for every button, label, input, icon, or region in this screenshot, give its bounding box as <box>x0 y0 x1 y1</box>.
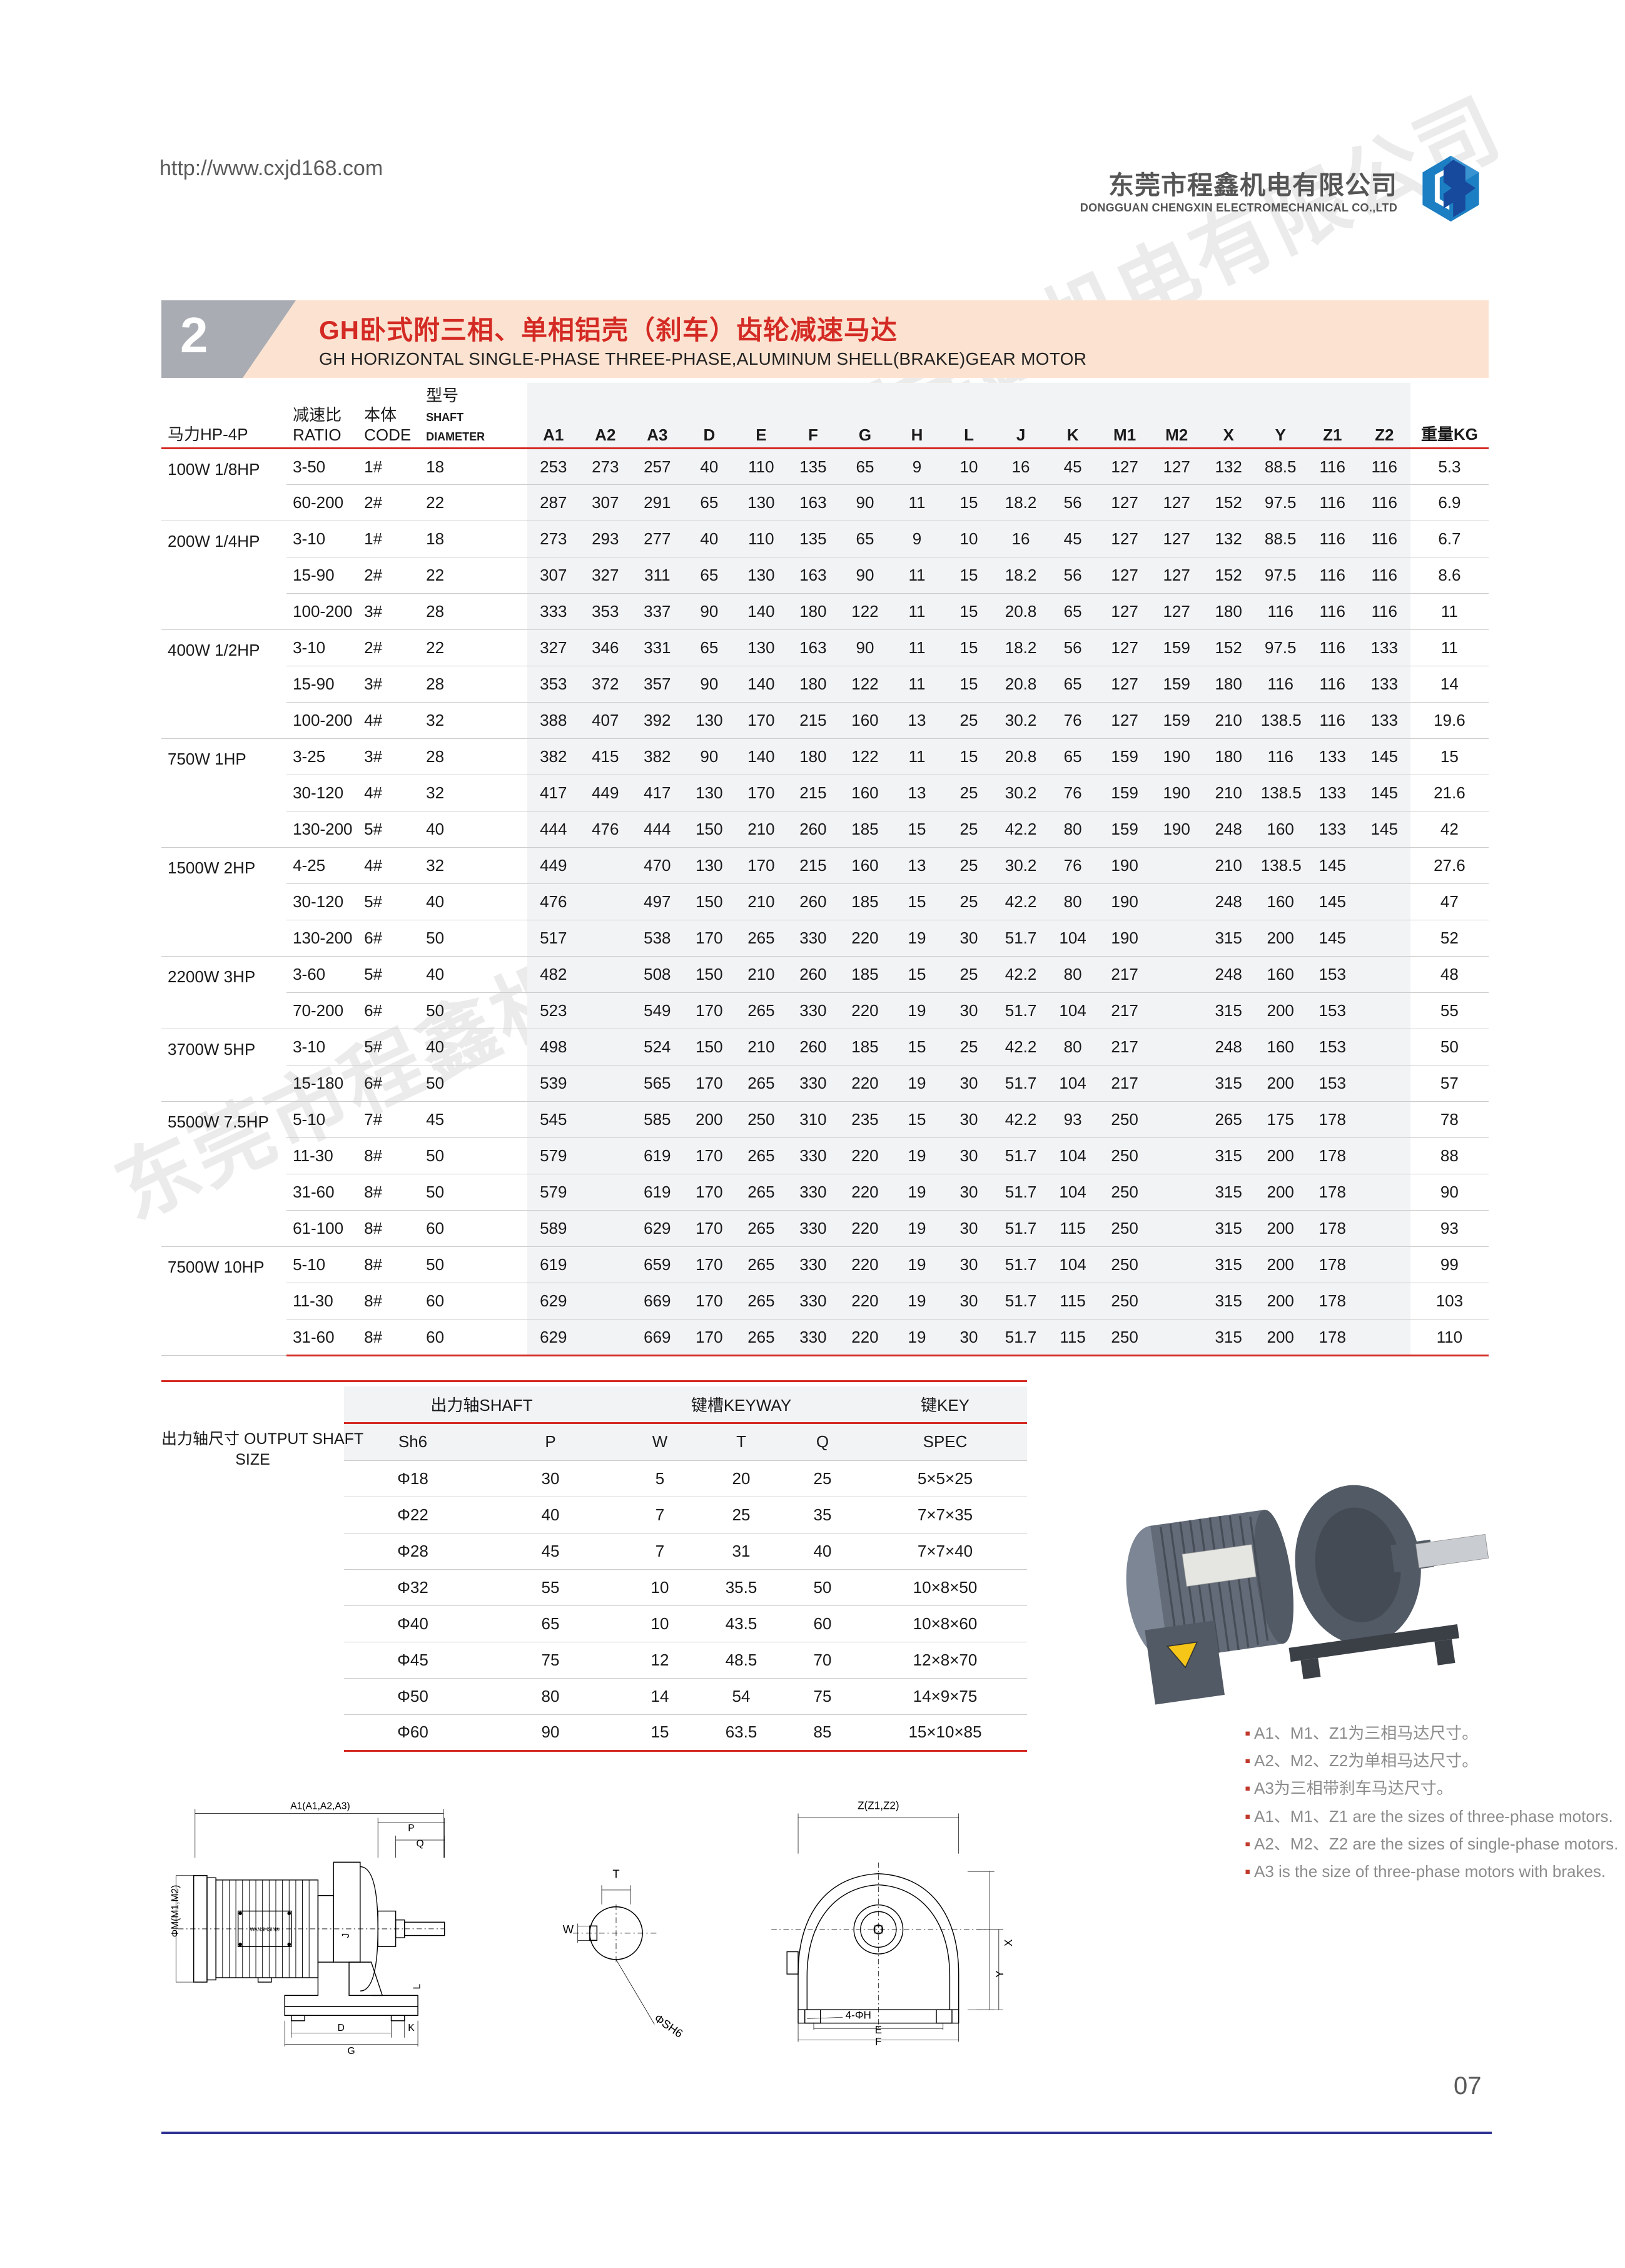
svg-text:E: E <box>875 2024 882 2036</box>
svg-text:Z(Z1,Z2): Z(Z1,Z2) <box>858 1799 899 1811</box>
svg-text:Y: Y <box>994 1970 1006 1978</box>
svg-text:W: W <box>563 1923 574 1936</box>
svg-text:J: J <box>341 1933 352 1938</box>
svg-text:P: P <box>408 1823 414 1834</box>
svg-text:K: K <box>408 2023 415 2033</box>
svg-text:4-ΦH: 4-ΦH <box>846 2009 871 2021</box>
svg-text:ΦM(M1,M2): ΦM(M1,M2) <box>170 1885 181 1938</box>
svg-text:X: X <box>1003 1939 1015 1946</box>
svg-text:WANSHSIN®: WANSHSIN® <box>250 1926 280 1932</box>
svg-text:L: L <box>412 1984 423 1990</box>
svg-text:F: F <box>875 2036 881 2048</box>
svg-text:T: T <box>612 1868 619 1881</box>
svg-text:ΦSH6: ΦSH6 <box>652 2011 686 2040</box>
svg-text:G: G <box>348 2046 355 2057</box>
svg-text:A1(A1,A2,A3): A1(A1,A2,A3) <box>290 1801 350 1811</box>
svg-text:Q: Q <box>417 1839 424 1849</box>
svg-text:D: D <box>338 2023 345 2033</box>
